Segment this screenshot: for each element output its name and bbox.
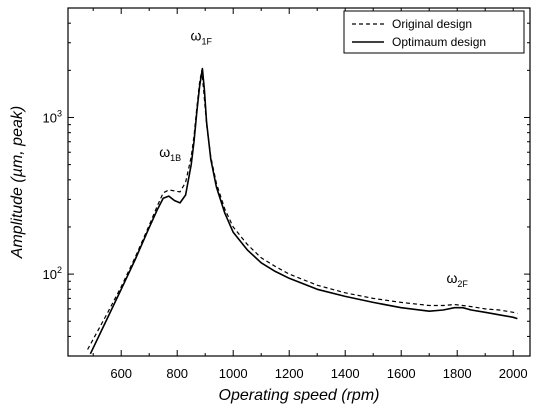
y-tick-label: 103: [43, 108, 62, 125]
legend-label: Optimaum design: [392, 35, 486, 49]
x-tick-label: 600: [110, 366, 132, 381]
x-tick-label: 1200: [275, 366, 304, 381]
peak-label-1b: ω1B: [159, 144, 181, 163]
series-line-optimum: [89, 67, 518, 355]
x-tick-label: 1800: [443, 366, 472, 381]
legend-label: Original design: [392, 17, 472, 31]
x-tick-label: 1600: [387, 366, 416, 381]
y-tick-label: 102: [43, 265, 62, 282]
x-tick-label: 1000: [219, 366, 248, 381]
x-axis-title: Operating speed (rpm): [219, 387, 380, 404]
plot-frame: [67, 7, 531, 357]
legend-box: [343, 10, 525, 54]
x-tick-label: 2000: [499, 366, 528, 381]
peak-label-2f: ω2F: [446, 270, 468, 289]
y-axis-title: Amplitude (µm, peak): [9, 106, 26, 259]
x-tick-label: 1400: [331, 366, 360, 381]
x-tick-label: 800: [166, 366, 188, 381]
legend: Original design Optimaum design: [343, 10, 525, 54]
peak-label-1f: ω1F: [191, 28, 213, 47]
